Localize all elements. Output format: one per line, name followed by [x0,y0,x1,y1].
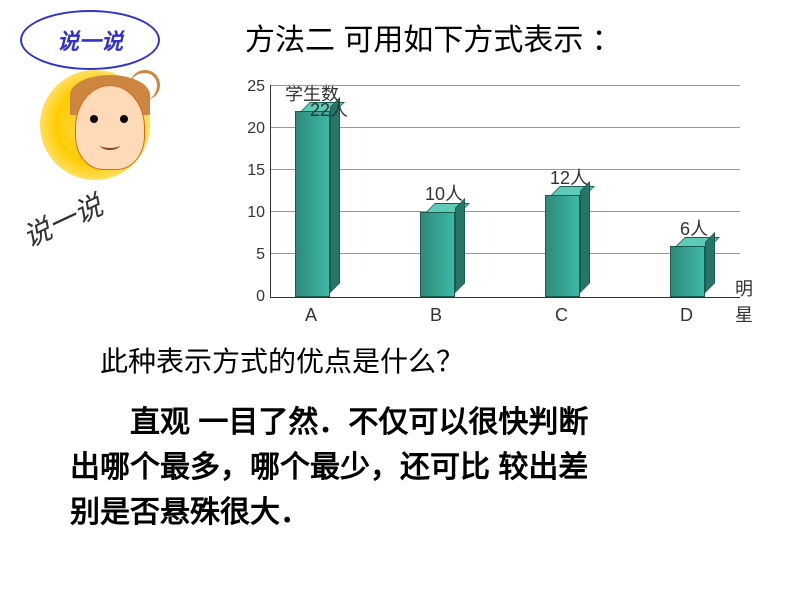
x-axis-title: 明星 [735,275,760,327]
speech-text: 说一说 [57,24,123,56]
y-tick-5: 5 [235,246,265,264]
y-tick-20: 20 [235,120,265,138]
x-label-b: B [430,305,442,326]
eye-right [120,115,128,123]
bar-c-label: 12人 [550,164,588,190]
bar-d-label: 6人 [680,215,708,241]
answer-line3: 别是否悬殊很大． [70,490,750,535]
question-text: 此种表示方式的优点是什么？ [100,340,464,380]
slide-title: 方法二 可用如下方式表示 ： [245,15,622,59]
y-tick-10: 10 [235,204,265,222]
x-label-d: D [680,305,693,326]
gridline [270,85,740,86]
eye-left [90,115,98,123]
x-label-a: A [305,305,317,326]
gridline [270,211,740,212]
answer-line1: 直观 一目了然．不仅可以很快判断 [70,400,750,445]
y-tick-0: 0 [235,288,265,306]
answer-text: 直观 一目了然．不仅可以很快判断 出哪个最多，哪个最少，还可比 较出差 别是否悬… [70,400,750,535]
y-tick-25: 25 [235,78,265,96]
mouth [100,140,120,150]
y-axis-line [270,85,271,297]
gridline [270,169,740,170]
bar-a-label: 22人 [310,96,348,122]
x-axis-line [270,297,740,298]
illustration-badge: 说一说 [0,0,200,200]
face [75,85,145,170]
gridline [270,127,740,128]
speech-bubble: 说一说 [20,10,160,70]
hair-curl [130,70,160,100]
bar-b-label: 10人 [425,180,463,206]
bar-chart: 学生数 25 20 15 10 5 0 22人 10人 12人 6人 A B C… [240,80,760,330]
x-label-c: C [555,305,568,326]
answer-line2: 出哪个最多，哪个最少，还可比 较出差 [70,445,750,490]
y-tick-15: 15 [235,162,265,180]
